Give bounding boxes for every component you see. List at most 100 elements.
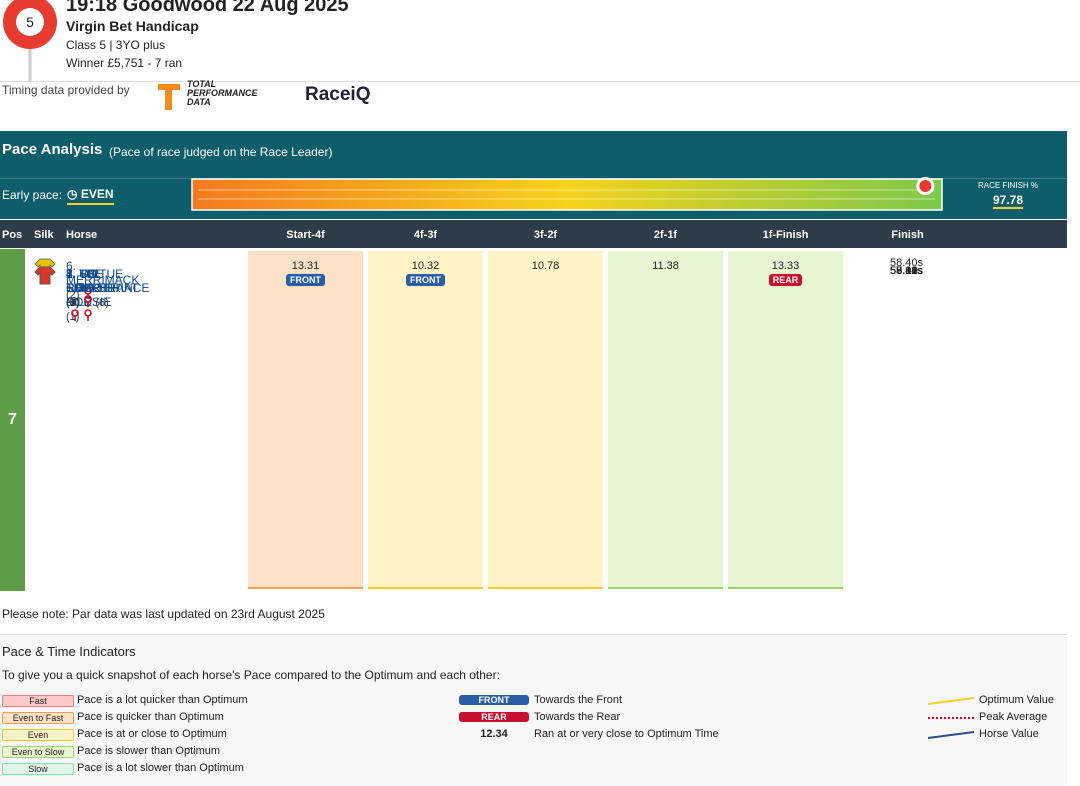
horse: 1. THE COFFEE POD (6) <box>66 267 115 323</box>
horse-name[interactable]: 1. THE COFFEE POD <box>66 266 115 309</box>
horse: 2. ON EDGE (5) <box>66 267 100 309</box>
horse: 3. SO SMART (4) <box>66 267 108 309</box>
pin-icon <box>71 308 79 321</box>
line-key-sample <box>928 697 974 705</box>
horse: 5. SMOOTH SILESIE (1) <box>66 267 119 323</box>
pace-key-text: Pace is a lot quicker than Optimum <box>77 694 248 706</box>
line-key-sample <box>928 731 974 739</box>
position-badge: FRONT <box>406 274 445 286</box>
pace-key-text: Pace is quicker than Optimum <box>77 711 224 723</box>
race-badge: 5 <box>3 0 57 81</box>
column-header: 2f-1f <box>653 229 678 241</box>
race-number: 5 <box>26 14 34 30</box>
draw: (6) <box>95 296 109 309</box>
section-time: 13.33 <box>771 260 800 272</box>
horse-name[interactable]: 4. RAJETERIAT <box>66 266 139 295</box>
early-pace: ◷ EVEN <box>67 187 114 205</box>
pace-panel: Pace Analysis (Pace of race judged on th… <box>0 131 1067 219</box>
table-header: Pos Silk Horse Start-4f 4f-3f 3f-2f 2f-1f 1f-Fi… <box>0 220 1067 248</box>
finish-marker <box>919 180 932 192</box>
position-key: REAR <box>459 712 529 722</box>
column-header: Horse <box>66 229 98 241</box>
indicators-title: Pace & Time Indicators <box>2 644 136 659</box>
pace-title: Pace Analysis <box>2 141 103 158</box>
pace-key: Even to Slow <box>2 746 74 758</box>
position-key: 12.34 <box>480 728 508 740</box>
tpd-logo: TOTAL PERFORMANCE DATA <box>187 80 258 107</box>
column-header: Silk <box>34 229 54 241</box>
position-key-text: Towards the Front <box>534 694 623 706</box>
column-header: 1f-Finish <box>762 229 809 241</box>
finish-time: 58.14s <box>890 264 924 277</box>
section-cell: 10.32 FRONT <box>368 251 483 589</box>
finish-time: 57.91s <box>890 264 924 277</box>
horse-name[interactable]: 6. MERRIMACK <box>66 259 140 287</box>
raceiq-logo: RaceiQ <box>305 84 371 105</box>
pace-key-text: Pace is at or close to Optimum <box>77 728 227 740</box>
pin-icon <box>84 308 93 321</box>
race-finish-value: 97.78 <box>992 193 1024 209</box>
line-key-text: Optimum Value <box>979 694 1054 706</box>
tpd-text: TOTAL <box>187 79 217 89</box>
pace-key: Fast <box>2 695 74 707</box>
section-time: 13.31 <box>291 260 320 272</box>
section-cell: 11.38 <box>608 251 723 589</box>
section-cell: 10.78 <box>488 251 603 589</box>
line-key-sample <box>928 717 974 719</box>
pace-key: Even to Fast <box>2 712 74 724</box>
draw: (2) <box>66 289 80 301</box>
indicators-panel: Pace & Time Indicators To give you a qui… <box>0 634 1067 785</box>
finish-time: 58.44s <box>890 264 924 277</box>
column-header: 4f-3f <box>413 229 438 241</box>
pace-key: Slow <box>2 763 74 775</box>
horse-name[interactable]: 5. SMOOTH SILESIE <box>66 266 119 309</box>
tpd-icon <box>158 84 180 110</box>
race-finish-label: RACE FINISH % <box>977 181 1038 190</box>
race-header: 5 19:18 Goodwood 22 Aug 2025 Virgin Bet … <box>0 0 1080 82</box>
draw: (7) <box>66 296 80 309</box>
column-header: Start-4f <box>286 229 325 241</box>
race-winner: Winner £5,751 - 7 ran <box>66 56 183 70</box>
draw: (3) <box>66 296 80 309</box>
finish-time: 58.40s <box>890 264 924 277</box>
horse: 6. MERRIMACK (2) <box>66 259 139 301</box>
pace-key-text: Pace is slower than Optimum <box>77 745 221 757</box>
finish-time: 58.11s <box>890 264 923 277</box>
pace-subtitle: (Pace of race judged on the Race Leader) <box>109 145 333 159</box>
pace-key-text: Pace is a lot slower than Optimum <box>77 762 244 774</box>
race-finish: 97.78 <box>962 193 1054 209</box>
pace-bar <box>191 177 943 211</box>
race-title: 19:18 Goodwood 22 Aug 2025 <box>66 0 349 16</box>
early-pace-label: Early pace: <box>2 188 63 202</box>
position: 7 <box>0 249 25 591</box>
position-key-text: Towards the Rear <box>534 711 621 723</box>
horse-name[interactable]: 3. SO SMART <box>66 266 108 295</box>
finish-time: 59.12s <box>890 264 924 277</box>
timing-label: Timing data provided by <box>2 83 130 97</box>
tpd-text: DATA <box>187 97 211 107</box>
draw: (1) <box>66 310 80 323</box>
line-key-text: Horse Value <box>979 728 1039 740</box>
column-header: Finish <box>891 229 924 241</box>
section-cell: 13.31 FRONT <box>248 251 363 589</box>
tpd-text: PERFORMANCE <box>187 88 258 98</box>
section-time: 11.38 <box>652 260 679 272</box>
section-time: 10.78 <box>531 260 560 272</box>
note: Please note: Par data was last updated o… <box>2 607 325 621</box>
race-class: Class 5 | 3YO plus <box>66 38 166 52</box>
position-badge: REAR <box>768 274 803 286</box>
section-cell: 13.33 REAR <box>728 251 843 589</box>
column-header: Pos <box>2 229 23 241</box>
draw: (4) <box>66 296 80 309</box>
position-key: FRONT <box>459 695 529 705</box>
pin-icon <box>84 294 93 307</box>
line-key-text: Peak Average <box>979 711 1048 723</box>
horse-name[interactable]: 7. VIRTUE TEMPERANCE <box>66 266 150 295</box>
finish-time: 58.40s <box>890 257 924 269</box>
indicators-intro: To give you a quick snapshot of each hor… <box>2 668 500 682</box>
silk <box>34 266 56 284</box>
column-header: 3f-2f <box>533 229 558 241</box>
draw: (5) <box>66 296 80 309</box>
horse: 4. RAJETERIAT (3) <box>66 267 138 309</box>
